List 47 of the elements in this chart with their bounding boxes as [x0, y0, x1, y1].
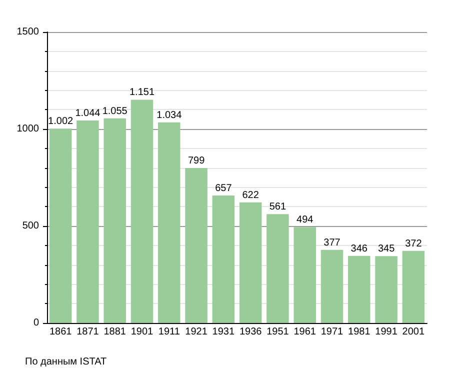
bar: [239, 202, 262, 323]
data-label: 561: [269, 202, 286, 213]
x-tick-label: 1931: [212, 326, 235, 338]
bar: [266, 214, 289, 323]
data-label: 372: [405, 238, 422, 250]
data-label: 494: [296, 214, 314, 226]
y-tick-label: 0: [33, 318, 40, 328]
data-label: 1.034: [156, 110, 182, 121]
x-tick-label: 1961: [294, 326, 316, 338]
data-label: 345: [378, 244, 396, 255]
data-label: 377: [324, 237, 341, 248]
y-tick-label: 500: [22, 220, 40, 232]
x-tick-label: 1871: [76, 326, 100, 338]
x-tick-label: 1936: [239, 326, 262, 338]
bar: [158, 122, 180, 323]
data-label: 657: [215, 183, 232, 194]
bar: [348, 256, 370, 323]
bar: [76, 120, 99, 323]
bar: [104, 118, 126, 323]
y-tick-label: 1500: [16, 26, 40, 38]
data-label: 1.002: [48, 116, 74, 128]
bar: [130, 100, 154, 323]
bar: [402, 250, 425, 323]
x-tick-label: 1901: [130, 326, 154, 338]
bar: [212, 196, 235, 323]
x-tick-label: 1951: [266, 326, 290, 338]
bar: [375, 256, 398, 323]
data-label: 1.044: [75, 108, 101, 119]
x-tick-label: 1911: [158, 326, 180, 338]
data-label: 1.055: [102, 106, 128, 117]
bar: [49, 128, 72, 323]
data-label: 799: [188, 155, 206, 166]
y-tick-label: 1000: [16, 124, 40, 134]
x-tick-label: 1881: [104, 326, 126, 338]
data-label: 346: [350, 243, 368, 254]
data-label: 622: [242, 190, 260, 201]
x-tick-label: 1971: [320, 326, 344, 338]
data-label: 1.151: [129, 87, 155, 98]
x-tick-label: 1921: [185, 326, 208, 338]
x-tick-label: 1861: [49, 326, 72, 338]
x-tick-label: 2001: [402, 326, 425, 338]
bar: [320, 250, 344, 323]
bar: [294, 227, 316, 323]
bar: [185, 168, 208, 323]
x-tick-label: 1991: [375, 326, 398, 338]
text: По данным ISTAT: [25, 356, 107, 368]
x-tick-label: 1981: [348, 326, 371, 338]
